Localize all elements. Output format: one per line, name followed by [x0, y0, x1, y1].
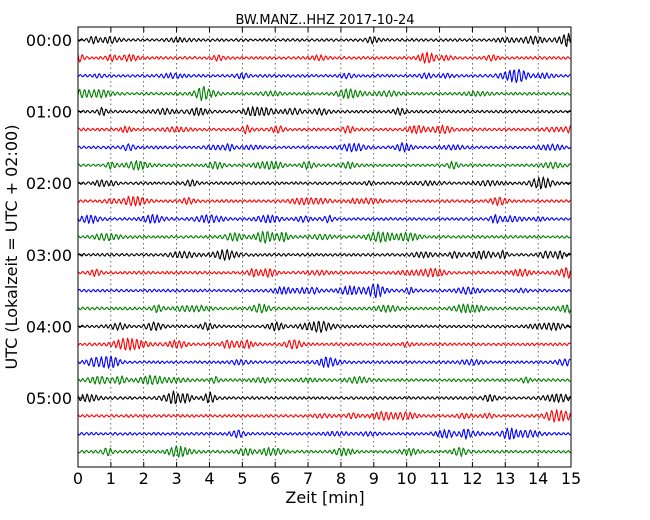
- seismogram-trace: [77, 374, 571, 385]
- seismogram-trace: [77, 409, 571, 423]
- y-tick-label: 05:00: [26, 389, 72, 408]
- seismogram-trace: [77, 230, 571, 244]
- x-tick-label: 1: [106, 469, 116, 488]
- y-axis-label: UTC (Lokalzeit = UTC + 02:00): [2, 125, 21, 370]
- y-tick-label: 00:00: [26, 31, 72, 50]
- seismogram-traces: [77, 32, 571, 458]
- seismogram-trace: [77, 85, 571, 102]
- grid: [110, 27, 539, 467]
- seismogram-trace: [77, 160, 571, 171]
- seismogram-trace: [77, 32, 571, 48]
- x-tick-label: 4: [204, 469, 214, 488]
- seismogram-trace: [77, 267, 571, 279]
- x-tick-label: 13: [495, 469, 515, 488]
- chart-title: BW.MANZ..HHZ 2017-10-24: [235, 13, 414, 28]
- x-tick-label: 7: [303, 469, 313, 488]
- y-tick-label: 03:00: [26, 246, 72, 265]
- y-tick-label: 01:00: [26, 103, 72, 122]
- seismogram-trace: [77, 213, 571, 224]
- x-tick-label: 3: [172, 469, 182, 488]
- x-tick-label: 15: [561, 469, 581, 488]
- y-axis-ticks: 00:00 01:00 02:00 03:00 04:00 05:00: [26, 31, 571, 408]
- seismogram-trace: [77, 106, 571, 117]
- x-tick-label: 12: [462, 469, 482, 488]
- plot-frame: [77, 26, 572, 468]
- seismogram-trace: [77, 320, 571, 334]
- seismogram-trace: [77, 124, 571, 135]
- seismogram-trace: [77, 303, 571, 314]
- x-tick-label: 9: [369, 469, 379, 488]
- seismogram-trace: [77, 176, 571, 190]
- seismogram-trace: [77, 142, 571, 153]
- x-axis-ticks: 0 1 2 3 4 5 6 7 8 9 10 11 12 13 14 15: [73, 27, 581, 488]
- seismogram-trace: [77, 195, 571, 207]
- seismogram-trace: [77, 445, 571, 458]
- x-tick-label: 0: [73, 469, 83, 488]
- x-tick-label: 8: [336, 469, 346, 488]
- seismogram-trace: [77, 337, 571, 351]
- x-tick-label: 10: [396, 469, 416, 488]
- x-tick-label: 14: [528, 469, 548, 488]
- seismogram-trace: [77, 355, 571, 369]
- x-axis-label: Zeit [min]: [285, 488, 364, 507]
- seismogram-trace: [77, 249, 571, 261]
- seismogram-trace: [77, 283, 571, 299]
- y-tick-label: 02:00: [26, 174, 72, 193]
- y-tick-label: 04:00: [26, 317, 72, 336]
- seismogram-trace: [77, 390, 571, 404]
- x-tick-label: 11: [429, 469, 449, 488]
- seismogram-trace: [77, 427, 571, 440]
- seismogram-trace: [77, 68, 571, 84]
- seismogram-trace: [77, 51, 571, 64]
- x-tick-label: 5: [237, 469, 247, 488]
- x-tick-label: 6: [270, 469, 280, 488]
- x-tick-label: 2: [139, 469, 149, 488]
